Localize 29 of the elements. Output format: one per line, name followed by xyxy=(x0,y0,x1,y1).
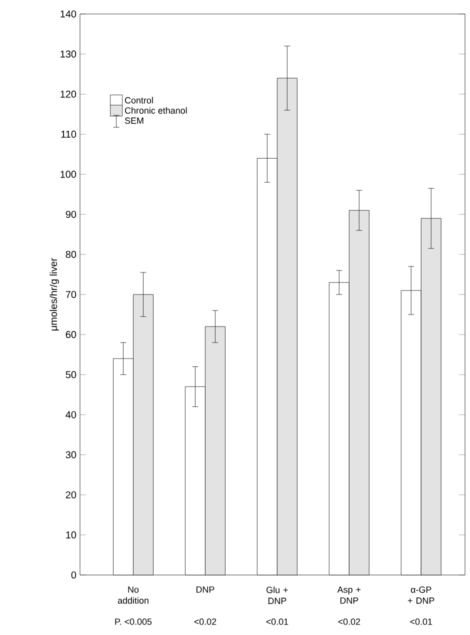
y-tick-label: 80 xyxy=(66,250,76,258)
annotation: SEM xyxy=(124,117,144,124)
y-tick-label: 100 xyxy=(60,170,76,178)
y-tick-label: 10 xyxy=(66,531,76,538)
y-tick-label: 0 xyxy=(71,571,76,579)
legend-label: Control xyxy=(124,96,153,104)
y-tick-label: 140 xyxy=(60,10,76,18)
x-tick-label: Glu + DNP xyxy=(266,586,288,604)
y-tick-label: 40 xyxy=(66,411,76,418)
text: P. <0.005 xyxy=(115,618,152,625)
x-tick-label: DNP xyxy=(196,586,214,593)
y-tick-label: 130 xyxy=(60,50,76,58)
y-tick-label: 60 xyxy=(66,331,76,338)
y-tick-label: 120 xyxy=(60,90,76,98)
y-tick-label: 110 xyxy=(61,130,76,138)
text: <0.01 xyxy=(410,618,432,625)
y-tick-label: 20 xyxy=(66,491,76,498)
y-tick-label: 30 xyxy=(66,451,76,458)
text: <0.02 xyxy=(194,618,216,625)
y-axis-title: μmoles/hr/g liver xyxy=(50,258,59,330)
text: <0.02 xyxy=(338,618,360,625)
y-tick-label: 70 xyxy=(66,290,76,298)
x-tick-label: α-GP + DNP xyxy=(408,586,434,604)
y-tick-label: 90 xyxy=(66,210,76,218)
x-tick-label: Asp + DNP xyxy=(337,586,361,604)
text: <0.01 xyxy=(266,618,288,625)
legend-label: Chronic ethanol xyxy=(124,107,187,114)
x-tick-label: No addition xyxy=(118,586,148,604)
y-tick-label: 50 xyxy=(66,371,76,378)
